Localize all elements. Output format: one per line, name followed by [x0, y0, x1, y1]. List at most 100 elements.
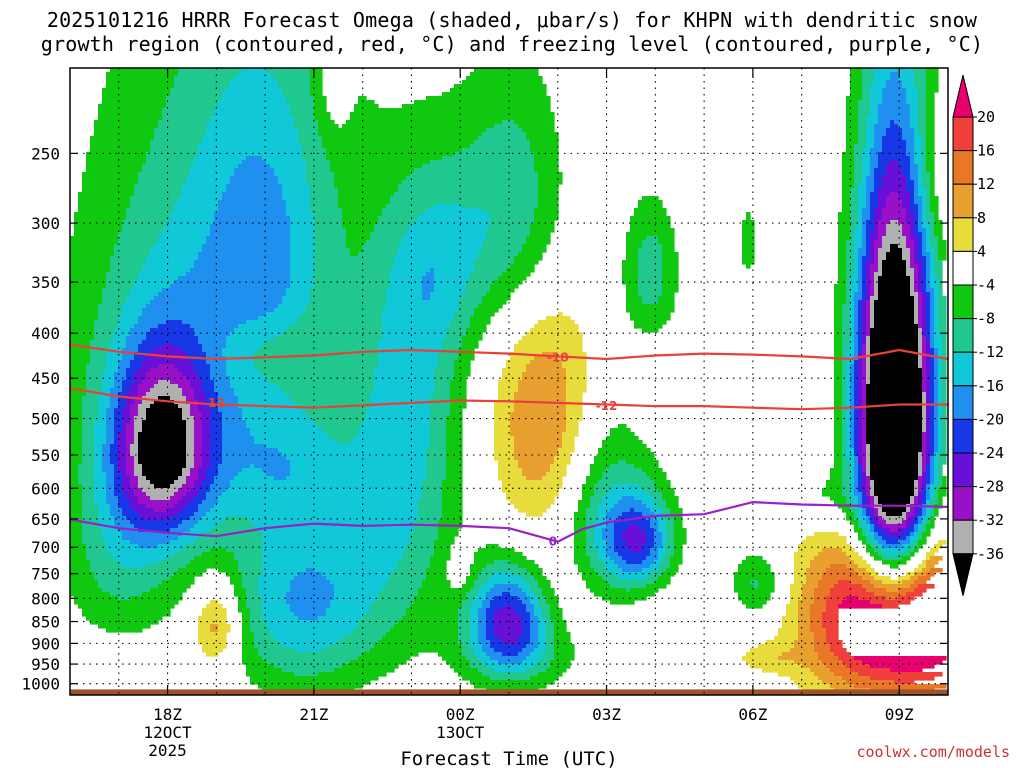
- omega-cell: [862, 68, 875, 73]
- omega-cell: [122, 476, 131, 481]
- colorbar-label: 8: [977, 209, 986, 227]
- omega-cell: [190, 164, 239, 169]
- omega-cell: [138, 276, 179, 281]
- omega-cell: [430, 160, 535, 165]
- omega-cell: [602, 532, 615, 537]
- omega-cell: [134, 184, 183, 189]
- omega-cell: [350, 632, 387, 637]
- omega-cell: [842, 360, 847, 365]
- omega-cell: [238, 400, 295, 405]
- omega-cell: [590, 496, 603, 501]
- omega-cell: [514, 396, 567, 401]
- omega-cell: [470, 568, 483, 573]
- omega-cell: [490, 676, 531, 681]
- omega-cell: [134, 192, 183, 197]
- omega-cell: [502, 640, 519, 645]
- omega-cell: [146, 492, 175, 497]
- omega-cell: [654, 516, 663, 521]
- omega-cell: [798, 612, 811, 617]
- omega-cell: [298, 572, 323, 577]
- omega-cell: [178, 500, 191, 505]
- omega-cell: [486, 616, 495, 621]
- omega-cell: [530, 652, 543, 657]
- omega-cell: [82, 508, 99, 513]
- omega-cell: [306, 164, 331, 169]
- omega-cell: [862, 364, 867, 369]
- omega-cell: [82, 176, 139, 181]
- omega-cell: [834, 352, 843, 357]
- omega-cell: [534, 604, 539, 609]
- omega-cell: [638, 288, 663, 293]
- omega-cell: [858, 448, 863, 453]
- omega-cell: [866, 180, 875, 185]
- omega-cell: [870, 112, 879, 117]
- omega-cell: [470, 276, 499, 281]
- omega-cell: [170, 380, 191, 385]
- omega-cell: [402, 240, 483, 245]
- omega-cell: [98, 108, 163, 113]
- omega-cell: [862, 660, 943, 665]
- omega-cell: [70, 324, 95, 329]
- omega-cell: [866, 536, 871, 541]
- y-tick-label: 600: [31, 479, 60, 498]
- omega-cell: [250, 680, 371, 685]
- omega-cell: [882, 272, 907, 277]
- omega-cell: [866, 544, 871, 549]
- omega-cell: [926, 520, 931, 525]
- omega-cell: [914, 520, 919, 525]
- omega-cell: [482, 604, 491, 609]
- omega-cell: [242, 660, 267, 665]
- omega-cell: [566, 380, 587, 385]
- omega-cell: [914, 488, 919, 493]
- omega-cell: [858, 188, 867, 193]
- omega-cell: [486, 608, 499, 613]
- omega-cell: [866, 400, 923, 405]
- omega-cell: [146, 564, 187, 569]
- omega-cell: [70, 484, 83, 489]
- omega-cell: [350, 116, 555, 121]
- omega-cell: [862, 472, 867, 477]
- omega-cell: [838, 656, 855, 661]
- omega-cell: [878, 120, 891, 125]
- omega-cell: [862, 328, 867, 333]
- omega-cell: [210, 364, 227, 369]
- omega-cell: [518, 596, 531, 601]
- omega-cell: [186, 428, 195, 433]
- omega-cell: [174, 280, 291, 285]
- omega-cell: [170, 212, 215, 217]
- omega-cell: [850, 320, 855, 325]
- omega-cell: [178, 68, 243, 73]
- omega-cell: [210, 460, 223, 465]
- omega-cell: [126, 460, 135, 465]
- omega-cell: [578, 500, 591, 505]
- omega-cell: [930, 568, 943, 573]
- omega-cell: [606, 552, 619, 557]
- omega-cell: [874, 508, 879, 513]
- omega-cell: [110, 512, 123, 517]
- omega-cell: [142, 268, 191, 273]
- omega-cell: [846, 428, 851, 433]
- omega-cell: [834, 452, 843, 457]
- omega-cell: [866, 432, 923, 437]
- omega-cell: [258, 588, 291, 593]
- omega-cell: [798, 600, 815, 605]
- omega-cell: [194, 496, 207, 501]
- omega-cell: [862, 456, 867, 461]
- omega-cell: [834, 308, 843, 313]
- omega-cell: [902, 172, 911, 177]
- omega-cell: [178, 200, 219, 205]
- colorbar-segment: [952, 183, 974, 219]
- omega-cell: [530, 144, 559, 149]
- omega-cell: [742, 252, 755, 257]
- omega-cell: [902, 224, 911, 229]
- omega-cell: [622, 496, 635, 501]
- omega-cell: [922, 148, 927, 153]
- omega-cell: [850, 388, 855, 393]
- omega-cell: [854, 368, 859, 373]
- omega-cell: [846, 124, 859, 129]
- omega-cell: [886, 224, 903, 229]
- omega-cell: [850, 292, 855, 297]
- omega-cell: [382, 336, 447, 341]
- omega-cell: [122, 220, 167, 225]
- omega-cell: [930, 204, 939, 209]
